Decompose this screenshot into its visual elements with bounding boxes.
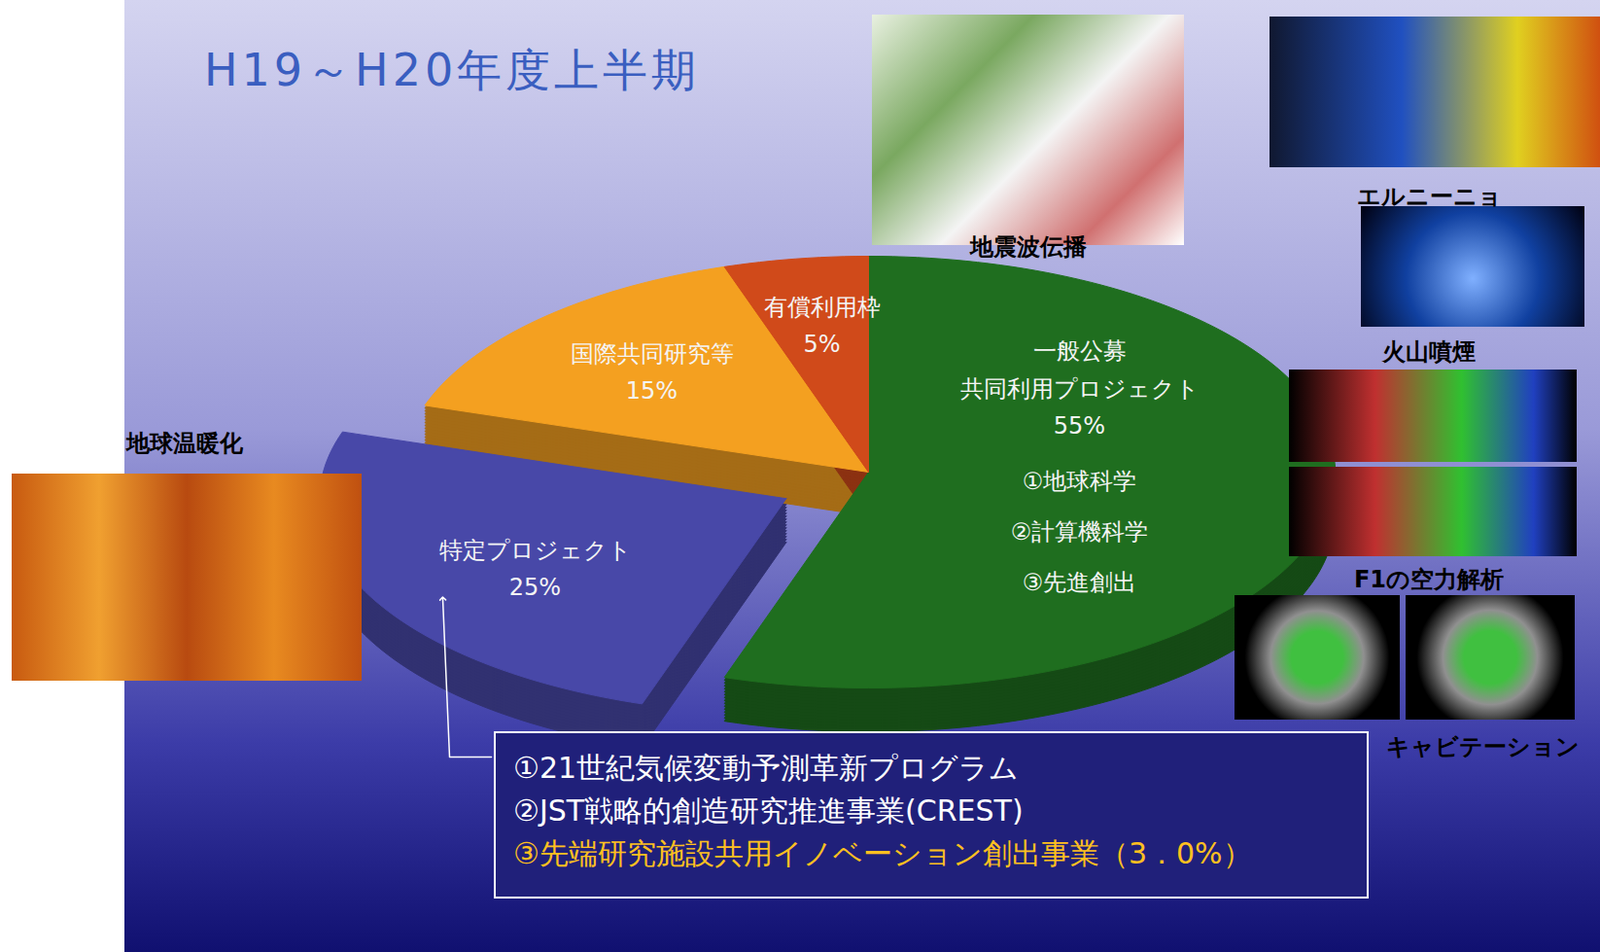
svg-text:有償利用枠5%: 有償利用枠5% <box>764 293 881 358</box>
html-text:F1の空力解析: F1の空力解析 <box>1354 565 1504 593</box>
html-text:地震波伝播: 地震波伝播 <box>970 233 1087 261</box>
html-text:H19～H20年度上半期: H19～H20年度上半期 <box>204 43 701 97</box>
html-text:エルニーニョ: エルニーニョ <box>1356 182 1502 210</box>
svg-text:③先進創出: ③先進創出 <box>1022 568 1138 596</box>
svg-text:特定プロジェクト25%: 特定プロジェクト25% <box>439 536 632 601</box>
html-text:③先端研究施設共用イノベーション創出事業（3．0%）: ③先端研究施設共用イノベーション創出事業（3．0%） <box>513 835 1252 870</box>
html-text:火山噴煙: 火山噴煙 <box>1382 338 1476 366</box>
svg-text:①地球科学: ①地球科学 <box>1022 467 1138 495</box>
html-text:キャビテーション: キャビテーション <box>1385 732 1580 761</box>
svg-text:一般公募共同利用プロジェクト55%: 一般公募共同利用プロジェクト55% <box>960 337 1200 440</box>
svg-text:国際共同研究等15%: 国際共同研究等15% <box>570 340 734 405</box>
html-text:地球温暖化: 地球温暖化 <box>126 429 244 457</box>
html-text:②JST戦略的創造研究推進事業(CREST): ②JST戦略的創造研究推進事業(CREST) <box>513 793 1024 828</box>
svg-text:②計算機科学: ②計算機科学 <box>1010 518 1149 546</box>
html-text:①21世紀気候変動予測革新プログラム: ①21世紀気候変動予測革新プログラム <box>513 750 1019 785</box>
